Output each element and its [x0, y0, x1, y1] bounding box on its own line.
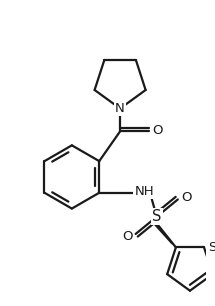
Text: NH: NH [134, 185, 154, 198]
Text: N: N [115, 102, 125, 115]
Text: S: S [152, 209, 161, 224]
Text: O: O [181, 191, 192, 204]
Text: O: O [152, 124, 163, 137]
Text: S: S [209, 241, 215, 254]
Text: O: O [122, 230, 132, 243]
